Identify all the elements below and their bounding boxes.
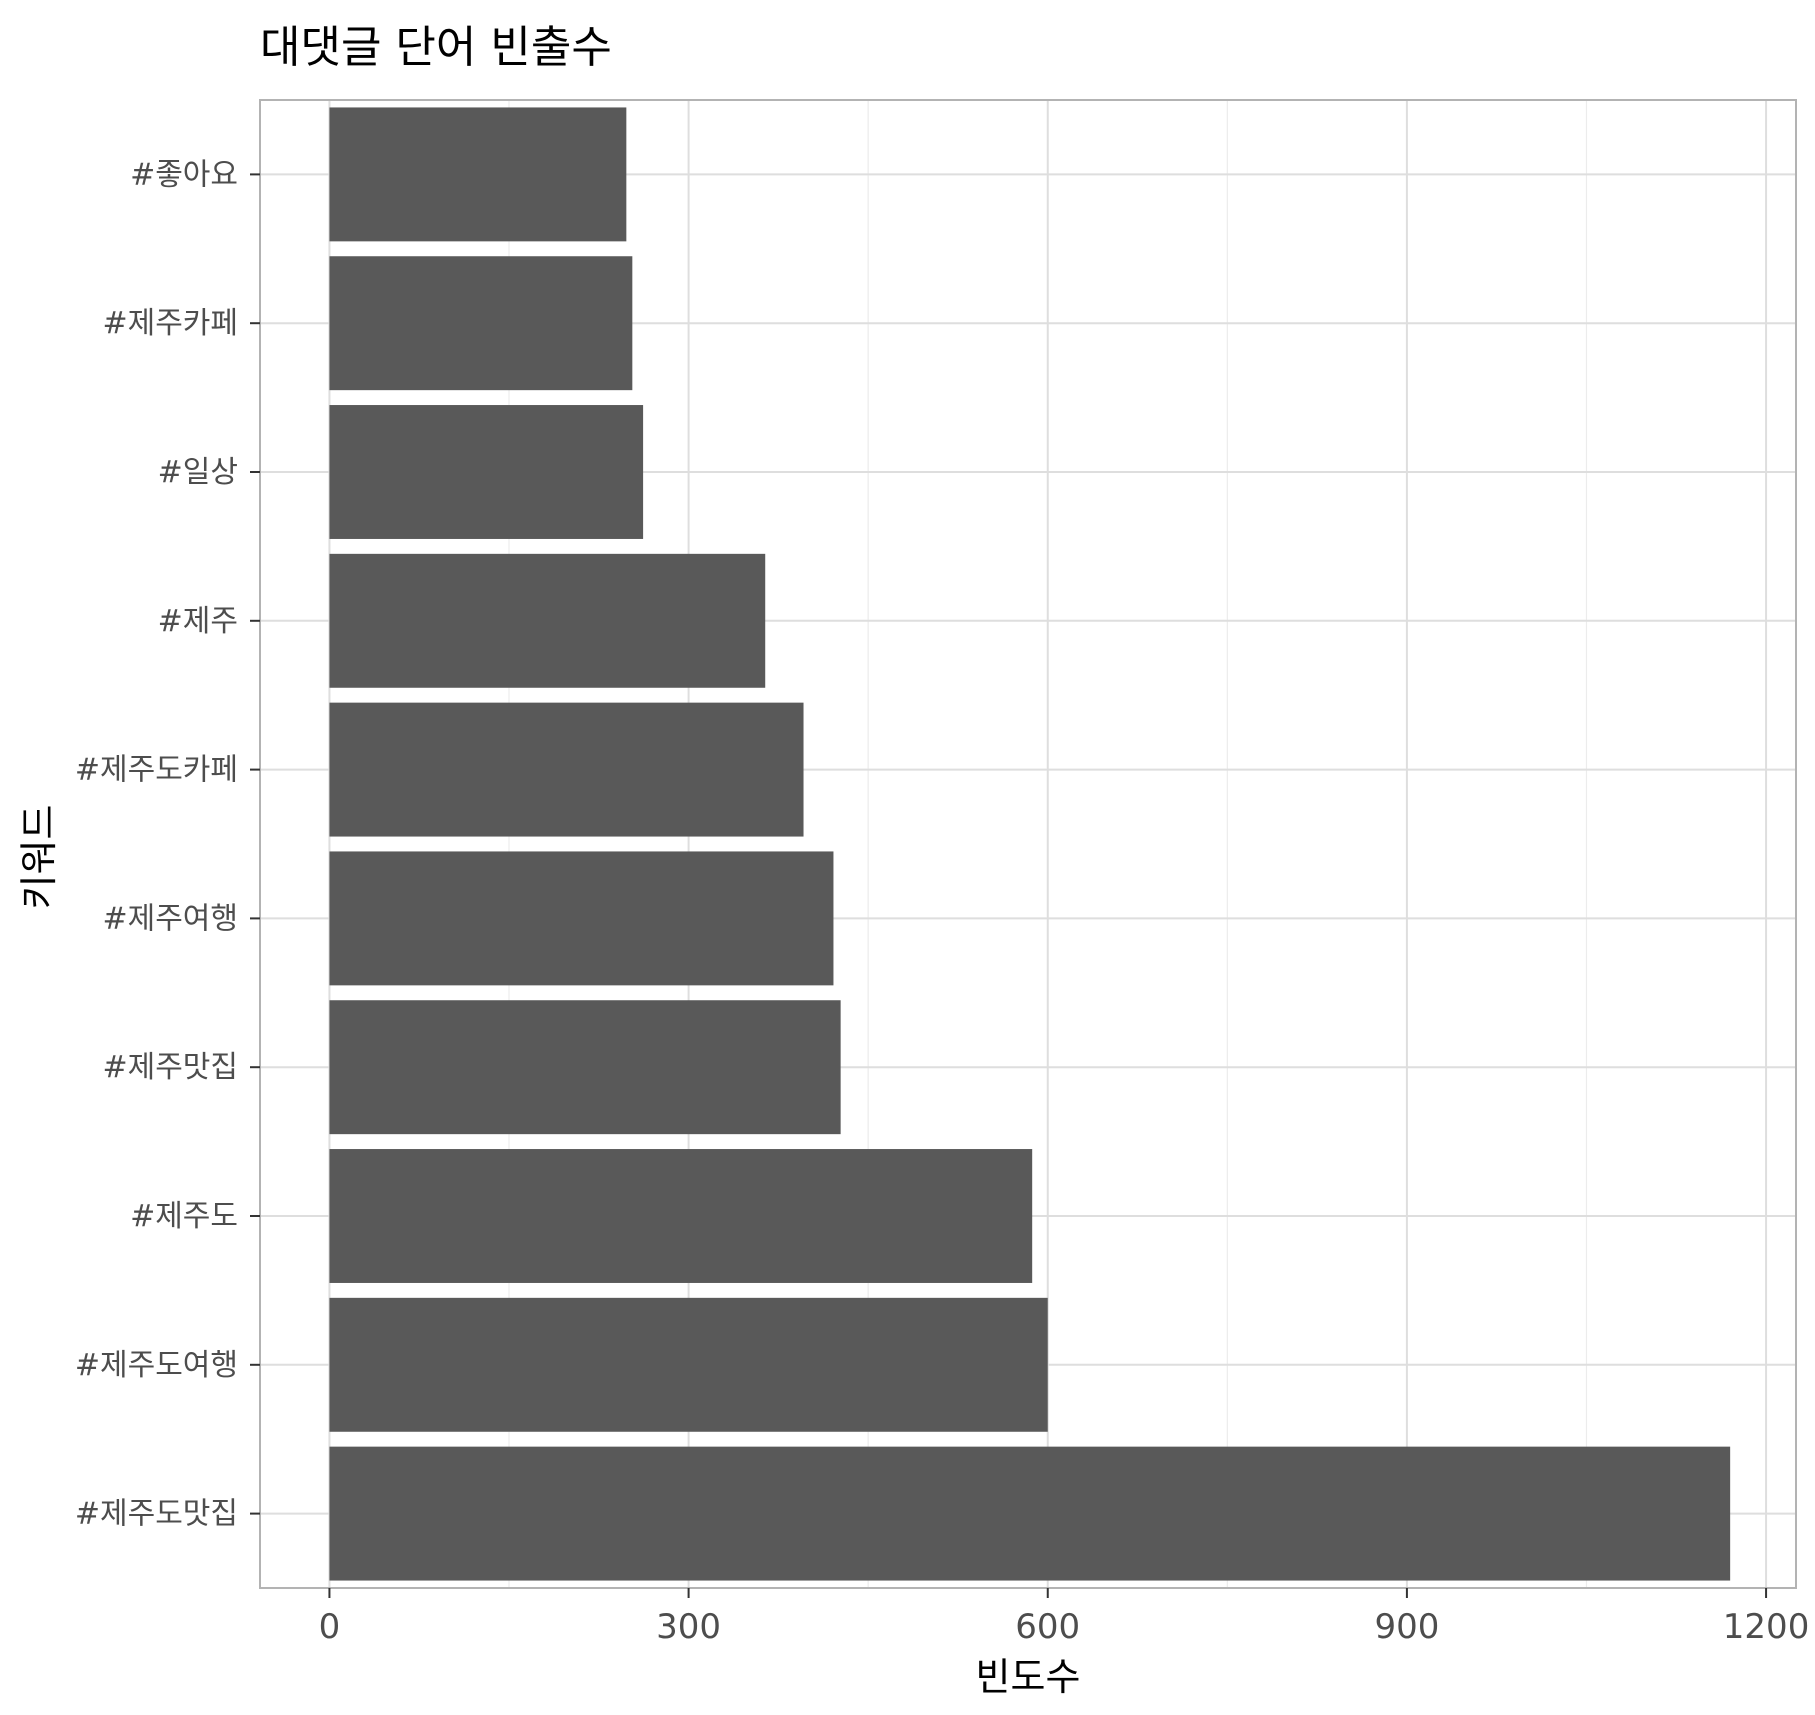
bar-제주카페 xyxy=(329,256,633,391)
chart-title: 대댓글 단어 빈출수 xyxy=(260,22,612,73)
x-axis-title: 빈도수 xyxy=(976,1655,1081,1699)
y-tick-label: #제주도맛집 xyxy=(75,1497,238,1532)
x-tick-label: 1200 xyxy=(1723,1607,1810,1647)
x-tick-label: 600 xyxy=(1015,1607,1080,1647)
y-tick-label: #제주도여행 xyxy=(75,1348,238,1383)
y-tick-label: #제주도카페 xyxy=(75,753,238,788)
y-tick-label: #제주맛집 xyxy=(102,1050,238,1085)
y-axis-title: 키워드 xyxy=(17,805,61,910)
x-tick-label: 300 xyxy=(656,1607,721,1647)
bar-제주도카페 xyxy=(329,702,804,837)
bar-제주도여행 xyxy=(329,1297,1048,1432)
bar-제주 xyxy=(329,553,766,688)
y-tick-label: #제주카페 xyxy=(102,306,238,341)
bar-좋아요 xyxy=(329,107,627,242)
y-tick-label: #제주여행 xyxy=(102,901,238,936)
y-tick-label: #제주 xyxy=(158,604,238,639)
x-tick-label: 0 xyxy=(319,1607,341,1647)
bar-일상 xyxy=(329,405,644,539)
y-tick-label: #일상 xyxy=(158,455,238,490)
y-tick-label: #좋아요 xyxy=(130,157,238,192)
bar-제주도 xyxy=(329,1149,1033,1283)
tick-labels: 0 300 600 900 1200 #제주도맛집 #제주도여행 #제주도 #제주맛집 #제주여행… xyxy=(75,157,1809,1647)
axis-ticks xyxy=(250,173,1768,1598)
x-tick-label: 900 xyxy=(1374,1607,1439,1647)
bar-제주맛집 xyxy=(329,1000,841,1135)
bar-제주여행 xyxy=(329,851,834,986)
bars xyxy=(329,107,1731,1581)
y-tick-label: #제주도 xyxy=(130,1199,238,1234)
plot-panel-border xyxy=(259,99,1797,1589)
bar-제주도맛집 xyxy=(329,1446,1731,1581)
